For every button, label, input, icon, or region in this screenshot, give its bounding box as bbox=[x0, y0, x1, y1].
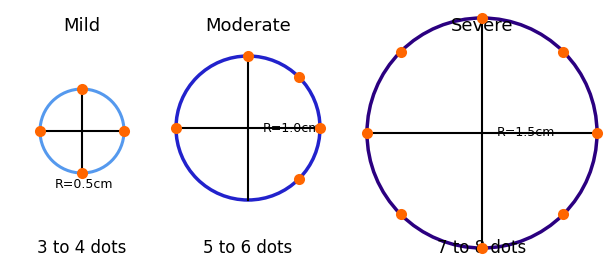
Text: R=1.0cm: R=1.0cm bbox=[263, 121, 321, 134]
Text: Moderate: Moderate bbox=[205, 17, 291, 35]
Text: R=0.5cm: R=0.5cm bbox=[55, 177, 114, 190]
Text: 5 to 6 dots: 5 to 6 dots bbox=[204, 239, 292, 257]
Text: Severe: Severe bbox=[451, 17, 513, 35]
Text: Mild: Mild bbox=[63, 17, 100, 35]
Text: 7 to 8 dots: 7 to 8 dots bbox=[437, 239, 527, 257]
Text: 3 to 4 dots: 3 to 4 dots bbox=[37, 239, 127, 257]
Text: R=1.5cm: R=1.5cm bbox=[497, 126, 555, 139]
